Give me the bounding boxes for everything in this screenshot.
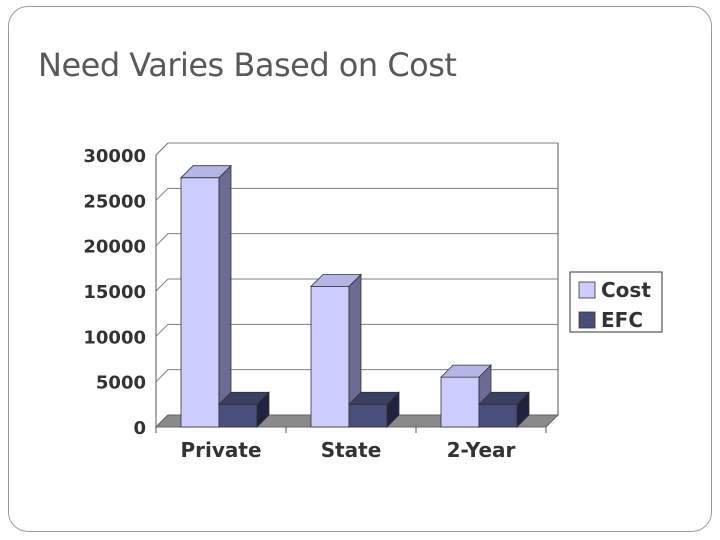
bar-cost-top — [440, 364, 492, 378]
legend-swatch-cost — [578, 281, 596, 299]
y-tick-label: 10000 — [83, 327, 146, 348]
x-category-label: 2-Year — [447, 438, 516, 462]
gridline — [155, 233, 558, 247]
bar-cost — [180, 177, 220, 428]
bar-cost-side — [218, 164, 232, 428]
x-category-label: Private — [180, 438, 261, 462]
bar-efc — [478, 403, 518, 428]
gridline — [155, 278, 558, 292]
bar-efc — [348, 403, 388, 428]
gridline — [155, 323, 558, 337]
x-category-label: State — [321, 438, 382, 462]
legend-swatch-efc — [578, 311, 596, 329]
y-tick-label: 5000 — [96, 373, 146, 394]
y-tick-label: 25000 — [83, 191, 146, 212]
bar-efc — [218, 403, 258, 428]
bar-efc-top — [478, 391, 530, 405]
bar-cost-top — [180, 165, 232, 179]
gridline — [155, 369, 558, 383]
bar-cost — [310, 286, 350, 428]
y-tick-label: 0 — [133, 418, 146, 439]
y-tick-label: 20000 — [83, 237, 146, 258]
slide-title: Need Varies Based on Cost — [38, 46, 457, 84]
legend-label-cost: Cost — [601, 278, 651, 302]
gridline — [155, 142, 558, 156]
legend-label-efc: EFC — [601, 308, 643, 332]
bar-efc-top — [348, 391, 400, 405]
gridline — [155, 187, 558, 201]
bar-cost-top — [310, 274, 362, 287]
y-tick-label: 15000 — [83, 282, 146, 303]
bar-cost — [440, 376, 480, 428]
y-tick-label: 30000 — [83, 146, 146, 167]
bar-efc-top — [218, 391, 270, 405]
